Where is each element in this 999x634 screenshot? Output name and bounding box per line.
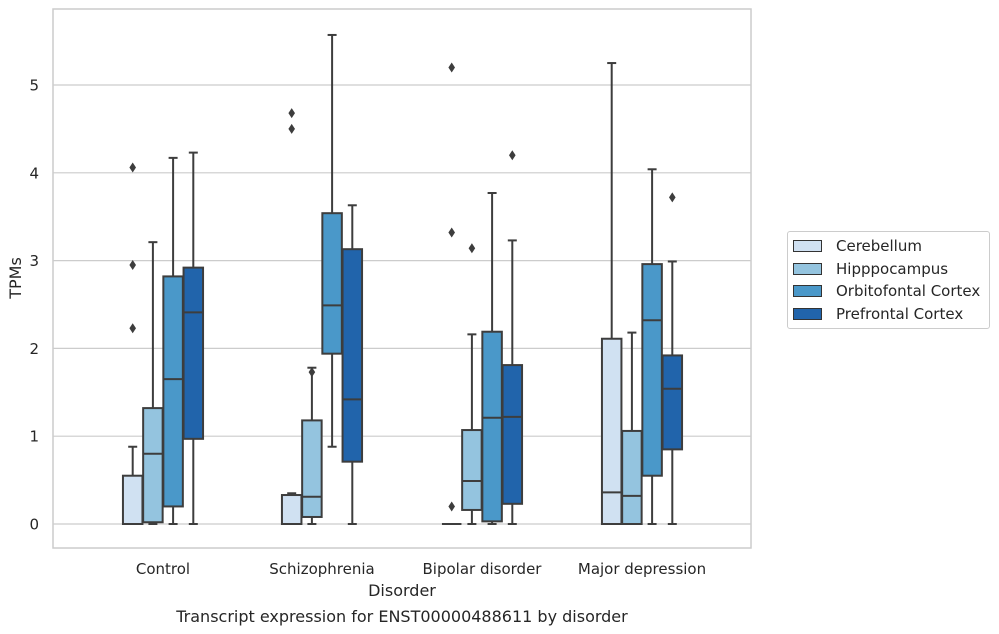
iqr-box [661, 354, 684, 451]
box-orbitofontal-cortex [321, 33, 343, 448]
y-tick-label: 0 [29, 516, 39, 534]
outlier-point [288, 123, 295, 134]
iqr-box [142, 407, 164, 524]
outlier-point [448, 62, 455, 73]
legend-swatch [793, 285, 822, 298]
outlier-point [669, 192, 676, 203]
box-plot-marks [121, 33, 684, 526]
iqr-box [280, 494, 303, 525]
legend-swatch [793, 240, 822, 253]
x-axis-title: Disorder [368, 581, 436, 600]
iqr-box [162, 275, 184, 508]
box-hipppocampus [142, 241, 164, 525]
y-tick-label: 3 [29, 252, 39, 270]
box-cerebellum [441, 62, 462, 525]
legend-swatch [793, 307, 822, 320]
y-tick-label: 2 [29, 340, 39, 358]
x-axis-ticks: Control Schizophrenia Bipolar disorder Majo… [136, 560, 706, 578]
iqr-box [341, 248, 364, 463]
plot-area-frame [52, 8, 752, 549]
box-hipppocampus [301, 366, 323, 525]
legend-swatch [793, 262, 822, 275]
box-prefrontal-cortex [661, 192, 684, 525]
legend-item: Prefrontal Cortex [788, 303, 989, 326]
outlier-point [448, 501, 455, 512]
y-axis-ticks: 0 1 2 3 4 5 [29, 77, 39, 534]
outlier-point [468, 243, 476, 254]
y-tick-label: 4 [29, 164, 39, 182]
outlier-point [288, 108, 295, 119]
iqr-box [461, 429, 483, 511]
box-hipppocampus [461, 243, 483, 525]
iqr-box [501, 364, 524, 505]
y-tick-label: 1 [29, 428, 39, 446]
chart-title: Transcript expression for ENST0000048861… [175, 607, 628, 626]
iqr-box [321, 212, 343, 355]
x-tick-label: Control [136, 560, 190, 578]
y-tick-label: 5 [29, 77, 39, 95]
box-orbitofontal-cortex [641, 168, 663, 525]
legend-item: Hipppocampus [788, 258, 989, 281]
x-tick-label: Major depression [578, 560, 706, 578]
box-prefrontal-cortex [341, 204, 364, 525]
chart-legend: Cerebellum Hipppocampus Orbitofontal Corte… [787, 231, 990, 329]
box-cerebellum [121, 162, 144, 525]
iqr-box [182, 266, 205, 440]
legend-item: Cerebellum [788, 235, 989, 258]
iqr-box [481, 330, 503, 523]
iqr-box [641, 263, 663, 477]
legend-item: Orbitofontal Cortex [788, 280, 989, 303]
outlier-point [308, 367, 316, 378]
iqr-box [121, 474, 144, 525]
iqr-box [301, 419, 323, 518]
box-prefrontal-cortex [182, 151, 205, 525]
legend-label: Cerebellum [836, 237, 922, 256]
box-cerebellum [280, 108, 303, 525]
legend-label: Orbitofontal Cortex [836, 282, 981, 301]
outlier-point [448, 227, 455, 238]
box-hipppocampus [621, 331, 643, 526]
box-orbitofontal-cortex [162, 156, 184, 525]
iqr-box [600, 337, 623, 525]
box-cerebellum [600, 62, 623, 525]
outlier-point [129, 259, 136, 270]
box-prefrontal-cortex [501, 150, 524, 525]
legend-label: Prefrontal Cortex [836, 304, 964, 323]
box-orbitofontal-cortex [481, 191, 503, 525]
outlier-point [129, 162, 136, 173]
iqr-box [621, 429, 643, 526]
y-axis-title: TPMs [6, 257, 25, 300]
outlier-point [509, 150, 516, 161]
legend-label: Hipppocampus [836, 259, 949, 278]
x-tick-label: Bipolar disorder [423, 560, 543, 578]
outlier-point [129, 323, 136, 334]
x-tick-label: Schizophrenia [269, 560, 374, 578]
